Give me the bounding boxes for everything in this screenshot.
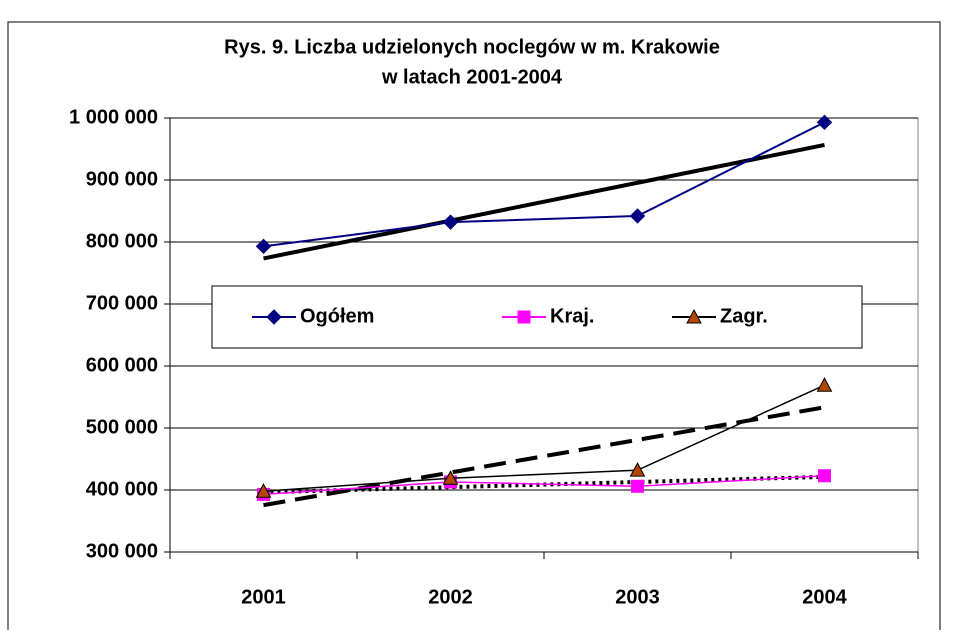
marker	[255, 483, 272, 498]
marker	[266, 309, 282, 325]
marker	[686, 308, 702, 324]
x-tick-label: 2001	[241, 586, 286, 608]
legend-label: Kraj.	[550, 305, 594, 327]
x-tick-label: 2003	[615, 586, 660, 608]
marker	[442, 214, 459, 230]
marker	[818, 469, 831, 483]
y-tick-label: 900 000	[86, 168, 158, 190]
x-tick-label: 2002	[428, 586, 473, 608]
chart-title: w latach 2001-2004	[381, 66, 563, 88]
marker	[629, 208, 646, 224]
marker	[517, 310, 531, 324]
marker	[442, 470, 459, 485]
legend-label: Zagr.	[720, 305, 768, 327]
series-line	[263, 474, 825, 496]
series-line	[263, 121, 825, 248]
marker	[629, 462, 646, 477]
legend-label: Ogółem	[300, 305, 374, 327]
y-tick-label: 300 000	[86, 540, 158, 562]
marker	[631, 479, 644, 493]
trendline	[263, 143, 825, 261]
y-tick-label: 800 000	[86, 230, 158, 252]
chart-title: Rys. 9. Liczba udzielonych noclegów w m.…	[224, 36, 720, 58]
y-tick-label: 600 000	[86, 354, 158, 376]
y-tick-label: 700 000	[86, 292, 158, 314]
y-tick-label: 1 000 000	[69, 106, 158, 128]
x-tick-label: 2004	[802, 586, 847, 608]
marker	[816, 114, 833, 131]
y-tick-label: 500 000	[86, 416, 158, 438]
marker	[816, 377, 833, 392]
y-tick-label: 400 000	[86, 478, 158, 500]
marker	[255, 238, 272, 255]
series-line	[263, 384, 825, 492]
